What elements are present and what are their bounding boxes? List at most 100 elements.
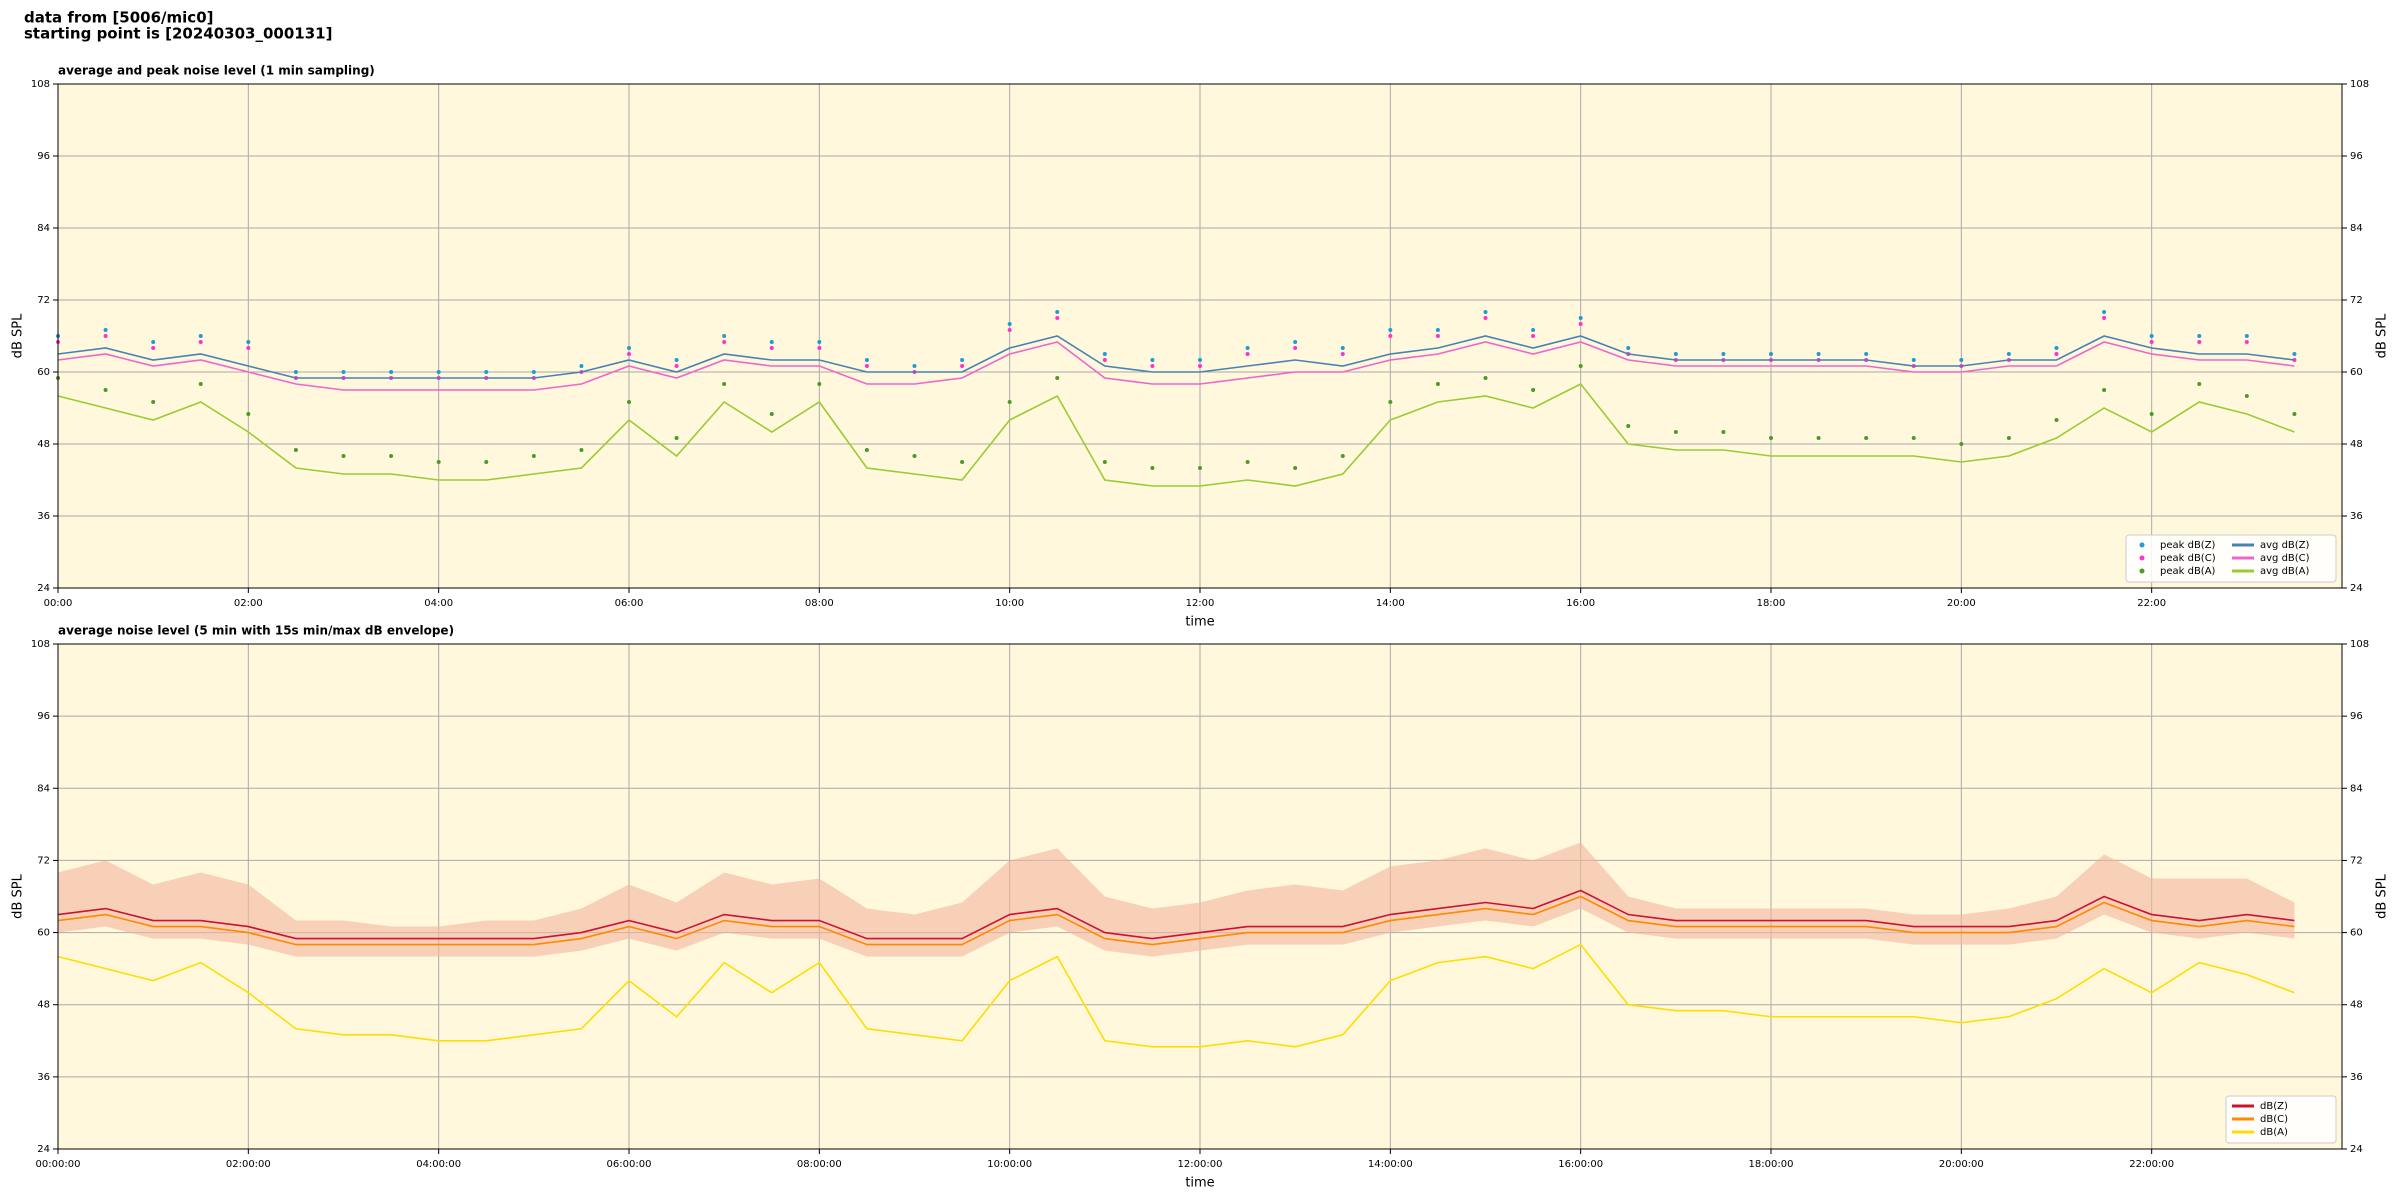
legend-label: peak dB(Z) <box>2160 540 2216 551</box>
peak-point <box>484 460 489 464</box>
peak-point <box>1864 352 1869 356</box>
peak-point <box>1816 436 1821 440</box>
peak-point <box>1388 334 1393 338</box>
peak-point <box>1055 310 1060 314</box>
peak-point <box>2054 352 2059 356</box>
peak-point <box>769 340 774 344</box>
peak-point <box>1198 358 1202 362</box>
peak-point <box>1435 334 1440 338</box>
peak-point <box>1055 376 1060 380</box>
peak-point <box>484 370 489 374</box>
peak-point <box>1007 328 1012 332</box>
peak-point <box>2006 352 2011 356</box>
peak-point <box>1340 346 1345 350</box>
peak-point <box>674 364 679 368</box>
y2-tick-label: 24 <box>2350 583 2363 594</box>
peak-point <box>674 358 679 362</box>
legend-marker <box>2139 542 2145 548</box>
peak-point <box>103 334 108 338</box>
peak-point <box>1864 436 1869 440</box>
peak-point <box>1911 436 1916 440</box>
y2-tick-label: 96 <box>2350 151 2363 162</box>
peak-point <box>293 448 298 452</box>
peak-point <box>1673 430 1678 434</box>
envelope <box>58 842 2295 957</box>
peak-point <box>2149 334 2154 338</box>
y-axis-label: dB SPL <box>11 873 26 918</box>
peak-point <box>246 412 251 416</box>
x-tick-label: 04:00 <box>424 598 453 609</box>
y2-axis-label: dB SPL <box>2375 313 2390 358</box>
y-tick-label: 84 <box>37 223 50 234</box>
x-tick-label: 12:00:00 <box>1178 1159 1223 1170</box>
peak-point <box>674 436 679 440</box>
peak-point <box>1102 358 1107 362</box>
x-tick-label: 16:00 <box>1566 598 1595 609</box>
x-tick-label: 14:00:00 <box>1368 1159 1413 1170</box>
y-tick-label: 108 <box>31 639 50 650</box>
peak-point <box>1531 328 1536 332</box>
peak-point <box>817 382 822 386</box>
peak-point <box>864 358 869 362</box>
peak-point <box>1293 466 1298 470</box>
header-line: starting point is [20240303_000131] <box>24 25 332 43</box>
plot-frame <box>57 83 2343 589</box>
x-axis-label: time <box>1185 615 1214 630</box>
peak-point <box>960 364 965 368</box>
plot-frame <box>57 643 2343 1150</box>
peak-point <box>2292 412 2297 416</box>
peak-point <box>722 382 727 386</box>
x-tick-label: 20:00 <box>1947 598 1976 609</box>
y-axis-label: dB SPL <box>11 313 26 358</box>
peak-point <box>531 454 536 458</box>
peak-point <box>2102 316 2107 320</box>
peak-point <box>817 346 822 350</box>
x-tick-label: 20:00:00 <box>1939 1159 1984 1170</box>
peak-point <box>579 364 584 368</box>
legend-label: dB(Z) <box>2260 1101 2288 1112</box>
x-tick-label: 06:00 <box>615 598 644 609</box>
peak-point <box>1102 352 1107 356</box>
series-line <box>57 943 2295 1048</box>
peak-point <box>1531 334 1536 338</box>
y2-tick-label: 60 <box>2350 928 2363 939</box>
y2-tick-label: 72 <box>2350 855 2363 866</box>
peak-point <box>1578 322 1583 326</box>
legend-label: dB(A) <box>2260 1127 2288 1138</box>
peak-point <box>960 358 965 362</box>
peak-point <box>960 460 965 464</box>
peak-point <box>436 370 441 374</box>
peak-point <box>1198 466 1202 470</box>
peak-point <box>1435 382 1440 386</box>
peak-point <box>2197 340 2202 344</box>
peak-point <box>2102 310 2107 314</box>
peak-point <box>1150 358 1155 362</box>
peak-point <box>1388 328 1393 332</box>
peak-point <box>1721 430 1726 434</box>
peak-point <box>293 370 298 374</box>
peak-point <box>2149 340 2154 344</box>
peak-point <box>1007 322 1012 326</box>
peak-point <box>627 400 631 404</box>
y2-tick-label: 48 <box>2350 439 2363 450</box>
peak-point <box>1150 466 1155 470</box>
x-tick-label: 18:00 <box>1757 598 1786 609</box>
peak-point <box>1388 400 1393 404</box>
peak-point <box>1150 364 1155 368</box>
peak-point <box>1293 340 1298 344</box>
peak-point <box>2244 334 2249 338</box>
x-tick-label: 10:00:00 <box>987 1159 1032 1170</box>
peak-point <box>246 346 251 350</box>
y-tick-label: 48 <box>37 439 50 450</box>
peak-point <box>1483 376 1488 380</box>
x-tick-label: 08:00 <box>805 598 834 609</box>
peak-point <box>1626 346 1631 350</box>
peak-point <box>103 388 108 392</box>
peak-point <box>1483 316 1488 320</box>
y2-tick-label: 36 <box>2350 511 2363 522</box>
y-tick-label: 60 <box>37 367 50 378</box>
peak-point <box>1293 346 1298 350</box>
y2-tick-label: 60 <box>2350 367 2363 378</box>
peak-point <box>579 448 584 452</box>
